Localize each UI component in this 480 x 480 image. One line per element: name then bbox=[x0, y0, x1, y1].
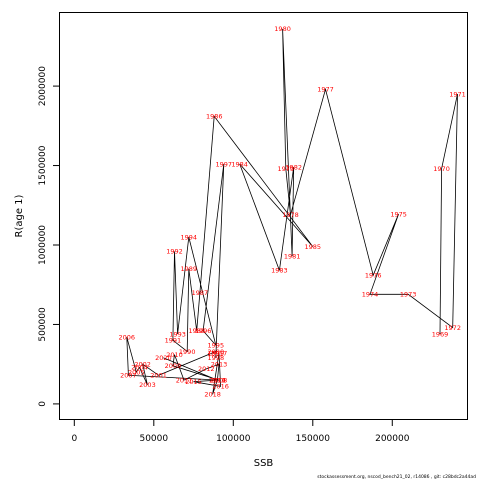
year-point-label: 1981 bbox=[284, 252, 301, 260]
year-point-label: 2005 bbox=[128, 368, 145, 376]
year-point-label: 1982 bbox=[285, 163, 302, 171]
year-point-label: 1999 bbox=[208, 349, 225, 357]
year-point-label: 1976 bbox=[365, 271, 382, 279]
y-axis-title: R(age 1) bbox=[14, 194, 25, 237]
y-tick-label: 2000000 bbox=[38, 66, 48, 106]
year-point-label: 2008 bbox=[211, 376, 228, 384]
year-point-label: 2017 bbox=[211, 349, 228, 357]
year-point-label: 1994 bbox=[181, 233, 198, 241]
year-point-label: 1969 bbox=[432, 330, 449, 338]
footer-note: stockassessment.org, nscod_bench21_02, r… bbox=[317, 474, 476, 480]
y-axis: 0 500000 1000000 1500000 2000000 bbox=[38, 66, 60, 407]
year-point-label: 1983 bbox=[271, 267, 288, 275]
year-point-label: 1996 bbox=[195, 327, 212, 335]
year-point-label: 1985 bbox=[305, 243, 322, 251]
year-point-label: 2014 bbox=[209, 376, 226, 384]
year-point-label: 1970 bbox=[433, 165, 450, 173]
year-point-label: 2000 bbox=[208, 348, 225, 356]
year-point-label: 2013 bbox=[211, 360, 228, 368]
year-point-label: 2020 bbox=[155, 354, 172, 362]
year-point-label: 1988 bbox=[188, 327, 205, 335]
year-point-label: 1997 bbox=[215, 160, 232, 168]
x-tick-label: 0 bbox=[71, 434, 77, 444]
year-point-label: 1989 bbox=[181, 265, 198, 273]
year-point-label: 2010 bbox=[166, 351, 183, 359]
year-point-label: 1975 bbox=[390, 210, 407, 218]
year-point-label: 1979 bbox=[277, 165, 294, 173]
year-point-label: 2019 bbox=[209, 376, 226, 384]
year-point-label: 1992 bbox=[166, 248, 183, 256]
year-point-label: 1972 bbox=[444, 324, 461, 332]
year-point-label: 1984 bbox=[231, 160, 248, 168]
year-point-label: 2018 bbox=[204, 391, 221, 399]
x-tick-label: 100000 bbox=[216, 434, 251, 444]
year-point-label: 2003 bbox=[139, 381, 156, 389]
x-tick-label: 150000 bbox=[296, 434, 331, 444]
y-tick-label: 1000000 bbox=[38, 225, 48, 265]
year-point-label: 2016 bbox=[212, 383, 229, 391]
x-tick-label: 50000 bbox=[139, 434, 168, 444]
year-point-label: 1971 bbox=[449, 90, 466, 98]
y-tick-label: 1500000 bbox=[38, 145, 48, 185]
year-point-label: 1987 bbox=[192, 289, 209, 297]
year-point-label: 1980 bbox=[274, 25, 291, 33]
year-point-label: 1977 bbox=[317, 86, 334, 94]
x-axis: 0 50000 100000 150000 200000 bbox=[71, 419, 410, 444]
x-axis-title: SSB bbox=[254, 458, 274, 469]
series bbox=[126, 28, 458, 395]
recruitment-trajectory-line bbox=[126, 28, 458, 395]
year-point-label: 2009 bbox=[165, 362, 182, 370]
year-point-label: 2001 bbox=[150, 372, 167, 380]
year-point-label: 1978 bbox=[282, 211, 299, 219]
year-point-label: 1995 bbox=[208, 341, 225, 349]
point-labels: 1969 1970 1971 1972 1973 1974 1975 1976 1977 1978… bbox=[119, 25, 466, 398]
year-point-label: 1973 bbox=[400, 291, 417, 299]
year-point-label: 1993 bbox=[169, 330, 186, 338]
year-point-label: 2007 bbox=[120, 372, 137, 380]
year-point-label: 1986 bbox=[206, 113, 223, 121]
x-tick-label: 200000 bbox=[375, 434, 410, 444]
year-point-label: 2015 bbox=[185, 378, 202, 386]
year-point-label: 2011 bbox=[176, 376, 193, 384]
year-point-label: 1998 bbox=[208, 354, 225, 362]
year-point-label: 1991 bbox=[165, 337, 182, 345]
year-point-label: 2012 bbox=[198, 365, 215, 373]
year-point-label: 2006 bbox=[119, 333, 136, 341]
year-point-label: 2002 bbox=[134, 360, 151, 368]
year-point-label: 1974 bbox=[362, 291, 379, 299]
y-tick-label: 0 bbox=[38, 401, 48, 407]
year-point-label: 1990 bbox=[179, 348, 196, 356]
y-tick-label: 500000 bbox=[38, 307, 48, 342]
year-point-label: 2004 bbox=[131, 364, 148, 372]
